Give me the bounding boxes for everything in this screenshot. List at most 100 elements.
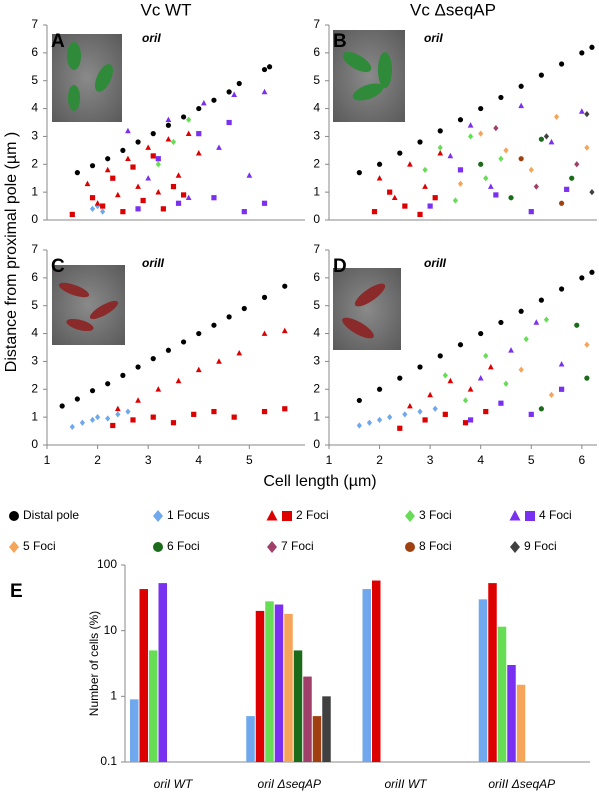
y-tick-label: 5: [31, 298, 38, 312]
marker: [211, 97, 217, 103]
marker: [407, 161, 413, 167]
marker: [185, 194, 192, 201]
y-tick-label: 4: [31, 101, 38, 115]
marker: [538, 297, 544, 303]
marker: [261, 294, 268, 300]
y-tick-label: 3: [313, 354, 320, 368]
marker: [405, 542, 415, 552]
legend-label: 7 Foci: [281, 539, 314, 553]
marker: [559, 386, 565, 392]
marker: [196, 131, 202, 137]
marker: [170, 138, 177, 146]
marker: [125, 408, 131, 415]
y-tick-label: 7: [313, 242, 320, 256]
marker: [140, 197, 146, 204]
marker: [397, 425, 403, 431]
marker: [417, 408, 423, 415]
marker: [135, 364, 141, 370]
marker: [135, 206, 141, 212]
marker: [518, 308, 524, 314]
marker: [180, 114, 187, 120]
bar: [139, 589, 148, 762]
marker: [236, 349, 243, 356]
marker: [442, 372, 448, 379]
marker: [226, 119, 232, 126]
marker: [518, 156, 524, 162]
marker: [528, 411, 534, 417]
marker: [261, 200, 268, 206]
y-tick-label: 5: [31, 73, 38, 87]
y-axis-title: Number of cells (%): [87, 611, 101, 716]
marker: [376, 386, 383, 392]
marker: [130, 164, 136, 170]
bar: [488, 583, 497, 762]
y-tick-label: 1: [31, 409, 38, 423]
bar: [293, 650, 303, 762]
marker: [281, 327, 288, 334]
marker: [9, 541, 19, 553]
marker: [150, 356, 156, 362]
bar: [158, 583, 167, 762]
marker: [120, 147, 126, 153]
marker: [89, 388, 96, 394]
marker: [457, 180, 464, 187]
marker: [498, 94, 504, 101]
marker: [525, 511, 535, 521]
marker: [437, 150, 444, 156]
marker: [236, 80, 242, 87]
marker: [216, 358, 222, 364]
bar: [130, 699, 139, 762]
marker: [467, 122, 474, 128]
annotation: oriII: [424, 256, 447, 270]
marker: [94, 200, 101, 206]
marker: [503, 147, 509, 154]
y-tick-label: 3: [313, 129, 320, 143]
marker: [89, 205, 96, 212]
y-tick-label: 7: [31, 242, 38, 256]
y-tick-label: 10: [104, 623, 118, 637]
marker: [261, 66, 268, 73]
marker: [155, 161, 161, 168]
marker: [376, 416, 383, 424]
marker: [528, 166, 534, 173]
marker: [74, 396, 80, 402]
bar: [312, 716, 322, 762]
marker: [467, 133, 474, 140]
marker: [498, 400, 504, 406]
marker: [477, 375, 484, 381]
marker: [397, 150, 403, 156]
marker: [356, 422, 362, 429]
marker: [195, 150, 202, 156]
x-tick-label: 1: [44, 453, 51, 467]
marker: [79, 419, 86, 426]
marker: [231, 414, 237, 420]
y-tick-label: 6: [31, 270, 38, 284]
panel-label: D: [333, 256, 347, 277]
marker: [196, 105, 202, 112]
annotation: oriII: [142, 256, 165, 270]
marker: [559, 200, 565, 206]
bar: [507, 665, 516, 762]
marker: [387, 189, 393, 195]
marker: [211, 408, 217, 415]
marker: [548, 391, 555, 398]
marker: [200, 99, 207, 106]
bar: [265, 601, 274, 762]
marker: [427, 203, 433, 209]
marker: [589, 189, 595, 196]
marker: [94, 414, 101, 421]
cell: [89, 300, 119, 320]
marker: [493, 192, 499, 198]
y-tick-label: 2: [31, 156, 38, 170]
marker: [509, 510, 521, 521]
marker: [467, 386, 474, 392]
marker: [483, 352, 489, 359]
marker: [69, 423, 75, 431]
annotation: oriI: [424, 31, 443, 45]
marker: [543, 316, 550, 323]
legend-label: 4 Foci: [539, 508, 572, 522]
bar: [322, 696, 331, 762]
marker: [457, 167, 464, 173]
x-tick-label: oriI ΔseqAP: [258, 777, 321, 791]
